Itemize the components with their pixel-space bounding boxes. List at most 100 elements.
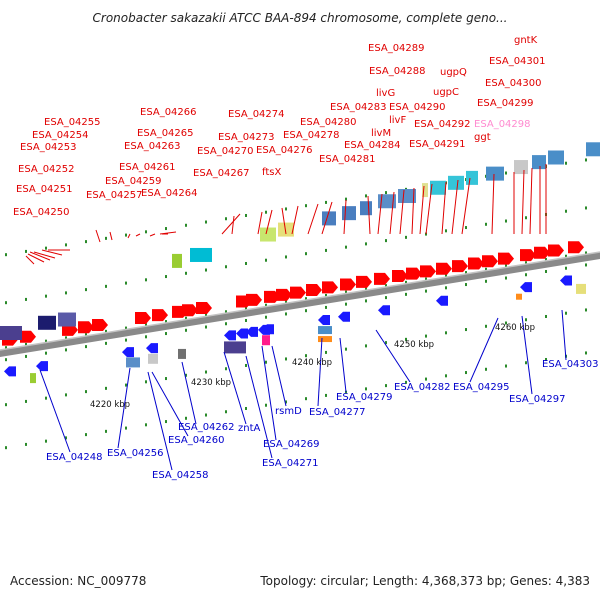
gene-label-ESA_04262[interactable]: ESA_04262	[178, 422, 235, 433]
leader-line	[411, 187, 415, 235]
track-dot	[405, 337, 407, 341]
track-dot	[5, 446, 7, 450]
gene-label-livM[interactable]: livM	[371, 128, 391, 139]
track-dot	[285, 400, 287, 404]
gene-label-ESA_04299[interactable]: ESA_04299	[477, 98, 534, 109]
track-dot	[225, 367, 227, 371]
leader-line	[451, 179, 459, 235]
gene-label-ugpC[interactable]: ugpC	[433, 87, 459, 98]
gene-label-ESA_04260[interactable]: ESA_04260	[168, 435, 225, 446]
gene-label-ESA_04282[interactable]: ESA_04282	[394, 382, 451, 393]
track-dot	[305, 204, 307, 208]
gene-label-ESA_04298[interactable]: ESA_04298	[474, 119, 531, 130]
gene-label-ESA_04295[interactable]: ESA_04295	[453, 382, 510, 393]
gene-label-ugpQ[interactable]: ugpQ	[440, 67, 467, 78]
track-dot	[25, 297, 27, 301]
track-dot	[525, 361, 527, 365]
track-dot	[145, 323, 147, 327]
gene-label-ESA_04257[interactable]: ESA_04257	[86, 190, 143, 201]
gene-label-ESA_04269[interactable]: ESA_04269	[263, 439, 320, 450]
track-dot	[185, 223, 187, 227]
gene-label-ESA_04290[interactable]: ESA_04290	[389, 102, 446, 113]
gene-label-ESA_04266[interactable]: ESA_04266	[140, 107, 197, 118]
gene-label-zntA[interactable]: zntA	[238, 423, 261, 434]
track-dot	[325, 248, 327, 252]
track-dot	[405, 380, 407, 384]
gene-label-ESA_04274[interactable]: ESA_04274	[228, 109, 285, 120]
track-dot	[445, 374, 447, 378]
gene-label-ESA_04288[interactable]: ESA_04288	[369, 66, 426, 77]
gene-label-ESA_04248[interactable]: ESA_04248	[46, 452, 103, 463]
forward-gene-arrow	[520, 249, 536, 262]
gene-label-ESA_04264[interactable]: ESA_04264	[141, 188, 198, 199]
gene-label-ESA_04276[interactable]: ESA_04276	[256, 145, 313, 156]
gene-label-ESA_04292[interactable]: ESA_04292	[414, 119, 471, 130]
gene-label-ESA_04261[interactable]: ESA_04261	[119, 162, 176, 173]
accession-text: Accession: NC_009778	[10, 574, 146, 588]
gene-label-ESA_04251[interactable]: ESA_04251	[16, 184, 73, 195]
gene-label-ESA_04256[interactable]: ESA_04256	[107, 448, 164, 459]
gene-label-ESA_04252[interactable]: ESA_04252	[18, 164, 75, 175]
gene-label-ESA_04271[interactable]: ESA_04271	[262, 458, 319, 469]
forward-gene-arrow	[196, 301, 212, 314]
gene-label-ESA_04300[interactable]: ESA_04300	[485, 78, 542, 89]
gene-label-ESA_04253[interactable]: ESA_04253	[20, 142, 77, 153]
gene-label-ESA_04289[interactable]: ESA_04289	[368, 43, 425, 54]
gene-label-rsmD[interactable]: rsmD	[275, 406, 302, 417]
forward-gene-arrow	[135, 311, 151, 324]
gene-label-ggt[interactable]: ggt	[474, 132, 491, 143]
gene-label-ESA_04263[interactable]: ESA_04263	[124, 141, 181, 152]
gene-label-ESA_04254[interactable]: ESA_04254	[32, 130, 89, 141]
leader-line	[367, 195, 371, 235]
track-dot	[5, 253, 7, 257]
gene-label-ESA_04303[interactable]: ESA_04303	[542, 359, 599, 370]
track-dot	[165, 420, 167, 424]
forward-gene-arrow	[392, 269, 408, 282]
track-dot	[525, 273, 527, 277]
gene-label-ESA_04281[interactable]: ESA_04281	[319, 154, 376, 165]
gene-label-livG[interactable]: livG	[376, 88, 395, 99]
track-dot	[185, 328, 187, 332]
forward-gene-arrow	[340, 278, 356, 291]
reverse-gene-arrow	[338, 311, 350, 322]
track-dot	[265, 210, 267, 214]
track-dot	[25, 249, 27, 253]
track-dot	[5, 358, 7, 362]
leader-line	[343, 199, 347, 235]
track-dot	[565, 254, 567, 258]
gene-label-ESA_04283[interactable]: ESA_04283	[330, 102, 387, 113]
track-dot	[425, 232, 427, 236]
gene-label-ESA_04250[interactable]: ESA_04250	[13, 207, 70, 218]
gene-block	[0, 326, 22, 340]
gene-label-ESA_04291[interactable]: ESA_04291	[409, 139, 466, 150]
gene-label-gntK[interactable]: gntK	[514, 35, 538, 46]
track-dot	[85, 240, 87, 244]
forward-gene-arrow	[452, 260, 468, 273]
track-dot	[465, 226, 467, 230]
gene-label-ESA_04280[interactable]: ESA_04280	[300, 117, 357, 128]
gene-label-ESA_04284[interactable]: ESA_04284	[344, 140, 401, 151]
gene-label-ESA_04258[interactable]: ESA_04258	[152, 470, 209, 481]
gene-label-ESA_04255[interactable]: ESA_04255	[44, 117, 101, 128]
gene-label-ESA_04279[interactable]: ESA_04279	[336, 392, 393, 403]
gene-label-ftsX[interactable]: ftsX	[262, 167, 281, 178]
gene-label-livF[interactable]: livF	[389, 115, 406, 126]
track-dot	[385, 296, 387, 300]
gene-label-ESA_04301[interactable]: ESA_04301	[489, 56, 546, 67]
track-dot	[585, 158, 587, 162]
gene-label-ESA_04265[interactable]: ESA_04265	[137, 128, 194, 139]
gene-label-ESA_04297[interactable]: ESA_04297	[509, 394, 566, 405]
track-dot	[285, 207, 287, 211]
gene-label-ESA_04277[interactable]: ESA_04277	[309, 407, 366, 418]
leader-line	[41, 249, 63, 256]
gene-label-ESA_04273[interactable]: ESA_04273	[218, 132, 275, 143]
track-dot	[565, 161, 567, 165]
track-dot	[65, 348, 67, 352]
track-dot	[585, 308, 587, 312]
leader-line	[147, 371, 173, 471]
gene-label-ESA_04267[interactable]: ESA_04267	[193, 168, 250, 179]
track-dot	[405, 280, 407, 284]
gene-label-ESA_04270[interactable]: ESA_04270	[197, 146, 254, 157]
gene-label-ESA_04278[interactable]: ESA_04278	[283, 130, 340, 141]
gene-label-ESA_04259[interactable]: ESA_04259	[105, 176, 162, 187]
